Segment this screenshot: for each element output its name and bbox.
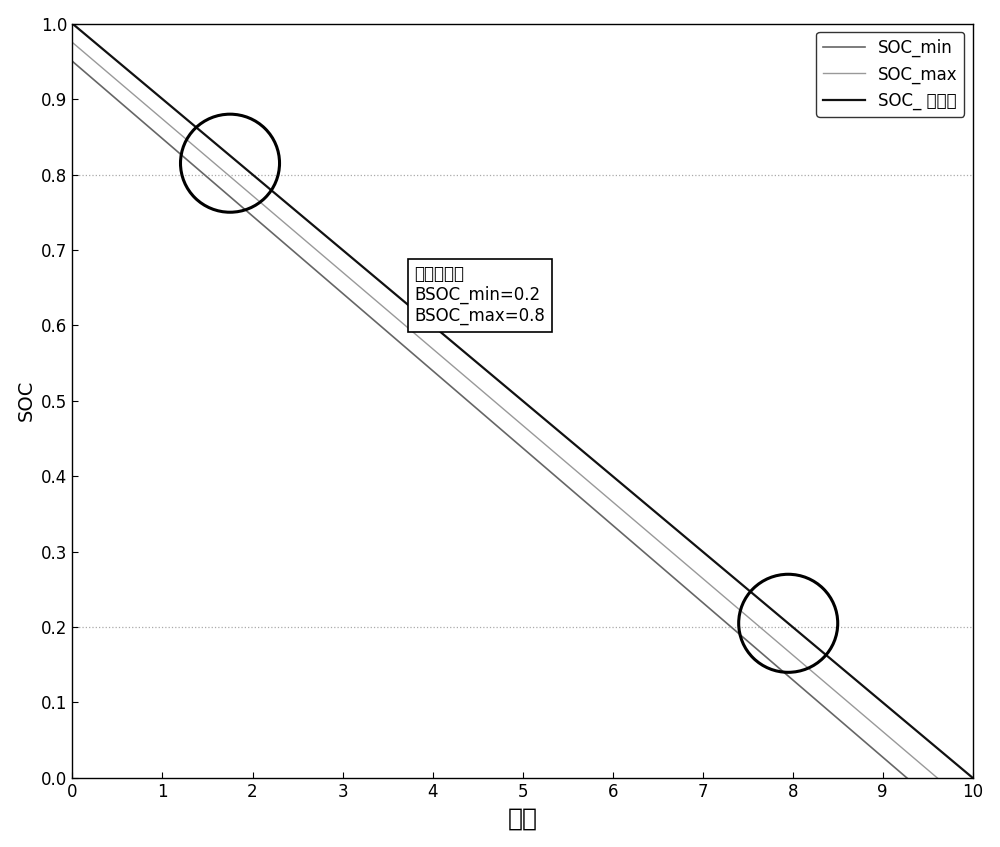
Y-axis label: SOC: SOC (17, 380, 36, 422)
X-axis label: 时间: 时间 (508, 806, 538, 830)
Legend: SOC_min, SOC_max, SOC_ 电池组: SOC_min, SOC_max, SOC_ 电池组 (816, 32, 964, 117)
Text: 使用范围：
BSOC_min=0.2
BSOC_max=0.8: 使用范围： BSOC_min=0.2 BSOC_max=0.8 (415, 265, 545, 325)
